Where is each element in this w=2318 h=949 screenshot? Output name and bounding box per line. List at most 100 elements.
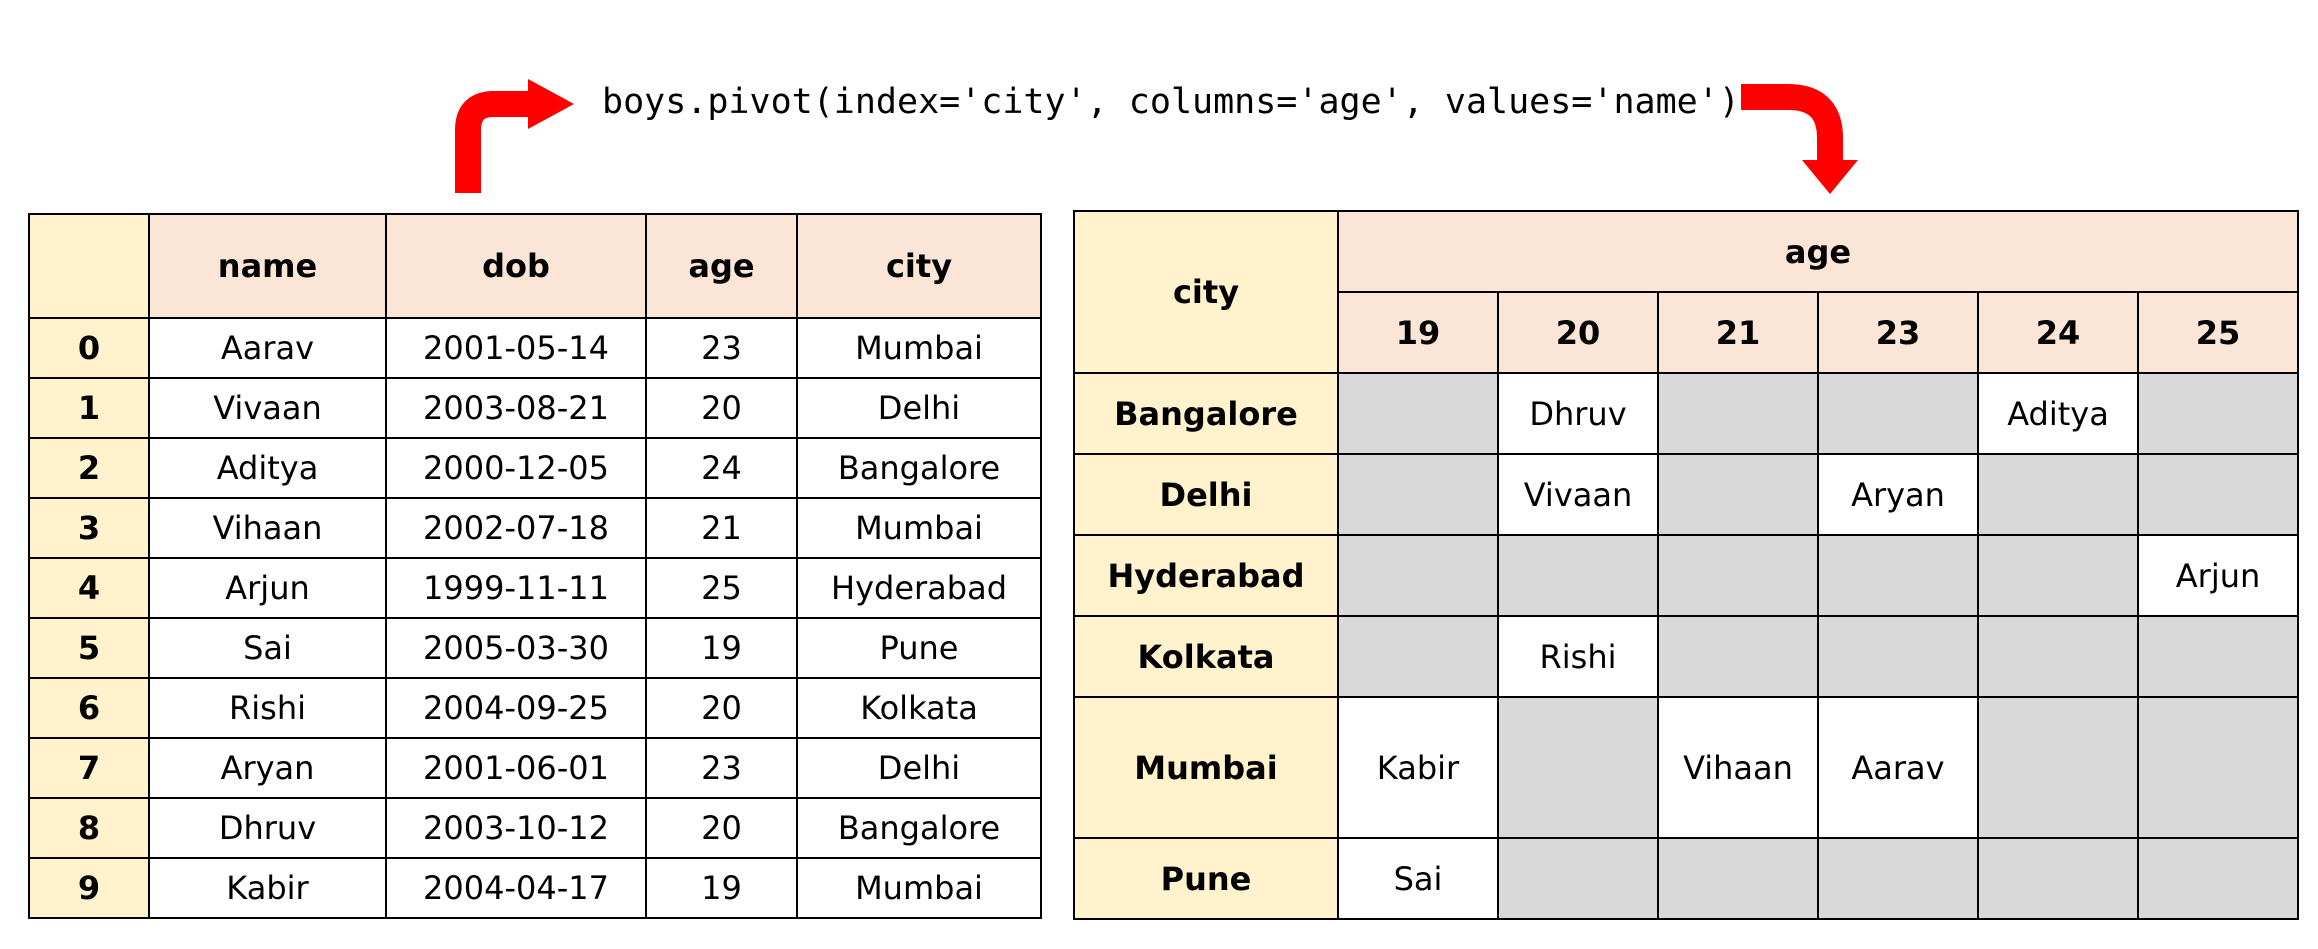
age-header: 25 <box>2136 291 2300 374</box>
cell-dob: 2000-12-05 <box>385 437 647 499</box>
column-header-name: name <box>148 213 387 319</box>
row-index: 5 <box>28 617 150 679</box>
pivot-index-header: city <box>1073 210 1339 374</box>
age-header: 19 <box>1337 291 1499 374</box>
pivot-row: Mumbai Kabir Vihaan Aarav <box>1073 696 2300 839</box>
table-row: 7 Aryan 2001-06-01 23 Delhi <box>28 737 1042 799</box>
pivot-cell-empty <box>2136 453 2300 536</box>
age-header: 24 <box>1977 291 2139 374</box>
pivot-cell-empty <box>1817 372 1979 455</box>
cell-dob: 2004-04-17 <box>385 857 647 919</box>
row-index: 4 <box>28 557 150 619</box>
table-row: 9 Kabir 2004-04-17 19 Mumbai <box>28 857 1042 919</box>
pivot-row: Hyderabad Arjun <box>1073 534 2300 617</box>
row-index: 2 <box>28 437 150 499</box>
pivot-cell-empty <box>1337 615 1499 698</box>
column-header-age: age <box>645 213 798 319</box>
age-header: 20 <box>1497 291 1659 374</box>
pivot-cell: Sai <box>1337 837 1499 920</box>
pivot-cell-empty <box>2136 696 2300 839</box>
cell-age: 21 <box>645 497 798 559</box>
pivot-cell-empty <box>1497 696 1659 839</box>
cell-name: Aryan <box>148 737 387 799</box>
pivot-cell-empty <box>2136 615 2300 698</box>
cell-name: Kabir <box>148 857 387 919</box>
row-index: 0 <box>28 317 150 379</box>
cell-name: Aditya <box>148 437 387 499</box>
pivot-cell-empty <box>2136 372 2300 455</box>
cell-dob: 2002-07-18 <box>385 497 647 559</box>
index-corner <box>28 213 150 319</box>
cell-city: Bangalore <box>796 437 1042 499</box>
cell-city: Mumbai <box>796 317 1042 379</box>
table-row: 0 Aarav 2001-05-14 23 Mumbai <box>28 317 1042 379</box>
source-header-row: name dob age city <box>28 213 1042 319</box>
pivot-row-label: Mumbai <box>1073 696 1339 839</box>
cell-dob: 2001-05-14 <box>385 317 647 379</box>
pivot-cell-empty <box>1657 837 1819 920</box>
pivot-cell-empty <box>1657 534 1819 617</box>
row-index: 1 <box>28 377 150 439</box>
column-header-city: city <box>796 213 1042 319</box>
pivot-row: Bangalore Dhruv Aditya <box>1073 372 2300 455</box>
pivot-dataframe: city age 19 20 21 23 24 25 Bangalore Dhruv Adit… <box>1073 210 2300 920</box>
cell-name: Vivaan <box>148 377 387 439</box>
cell-age: 19 <box>645 857 798 919</box>
row-index: 8 <box>28 797 150 859</box>
pivot-cell: Aditya <box>1977 372 2139 455</box>
pivot-cell-empty <box>1657 372 1819 455</box>
cell-age: 19 <box>645 617 798 679</box>
cell-city: Delhi <box>796 377 1042 439</box>
table-row: 5 Sai 2005-03-30 19 Pune <box>28 617 1042 679</box>
cell-name: Dhruv <box>148 797 387 859</box>
cell-city: Hyderabad <box>796 557 1042 619</box>
pivot-cell-empty <box>1497 534 1659 617</box>
cell-name: Arjun <box>148 557 387 619</box>
cell-age: 20 <box>645 377 798 439</box>
cell-city: Mumbai <box>796 497 1042 559</box>
cell-dob: 2001-06-01 <box>385 737 647 799</box>
pivot-columns-label-row: city age <box>1073 210 2300 374</box>
row-index: 3 <box>28 497 150 559</box>
pivot-code: boys.pivot(index='city', columns='age', … <box>602 82 1740 122</box>
cell-dob: 2005-03-30 <box>385 617 647 679</box>
cell-age: 23 <box>645 317 798 379</box>
pivot-cell: Aarav <box>1817 696 1979 839</box>
cell-dob: 2004-09-25 <box>385 677 647 739</box>
pivot-cell-empty <box>1977 615 2139 698</box>
pivot-cell: Kabir <box>1337 696 1499 839</box>
pivot-row-label: Pune <box>1073 837 1339 920</box>
curved-arrow-right-down-icon <box>1741 84 1858 194</box>
cell-dob: 2003-10-12 <box>385 797 647 859</box>
table-row: 1 Vivaan 2003-08-21 20 Delhi <box>28 377 1042 439</box>
cell-city: Mumbai <box>796 857 1042 919</box>
pivot-cell-empty <box>1977 837 2139 920</box>
pivot-cell: Arjun <box>2136 534 2300 617</box>
pivot-row: Pune Sai <box>1073 837 2300 920</box>
curved-arrow-up-right-icon <box>455 79 574 193</box>
pivot-row: Kolkata Rishi <box>1073 615 2300 698</box>
cell-age: 25 <box>645 557 798 619</box>
pivot-cell-empty <box>1817 837 1979 920</box>
cell-city: Kolkata <box>796 677 1042 739</box>
pivot-cell: Rishi <box>1497 615 1659 698</box>
row-index: 6 <box>28 677 150 739</box>
cell-age: 20 <box>645 677 798 739</box>
table-row: 4 Arjun 1999-11-11 25 Hyderabad <box>28 557 1042 619</box>
cell-name: Aarav <box>148 317 387 379</box>
pivot-cell-empty <box>2136 837 2300 920</box>
pivot-row-label: Bangalore <box>1073 372 1339 455</box>
table-row: 3 Vihaan 2002-07-18 21 Mumbai <box>28 497 1042 559</box>
pivot-cell-empty <box>1337 534 1499 617</box>
pivot-cell: Vihaan <box>1657 696 1819 839</box>
age-header: 23 <box>1817 291 1979 374</box>
pivot-row-label: Delhi <box>1073 453 1339 536</box>
cell-city: Delhi <box>796 737 1042 799</box>
cell-age: 20 <box>645 797 798 859</box>
pivot-age-row: 19 20 21 23 24 25 <box>1074 291 2300 374</box>
cell-city: Bangalore <box>796 797 1042 859</box>
pivot-row-label: Hyderabad <box>1073 534 1339 617</box>
pivot-cell-empty <box>1977 453 2139 536</box>
pivot-cell-empty <box>1337 372 1499 455</box>
cell-age: 24 <box>645 437 798 499</box>
